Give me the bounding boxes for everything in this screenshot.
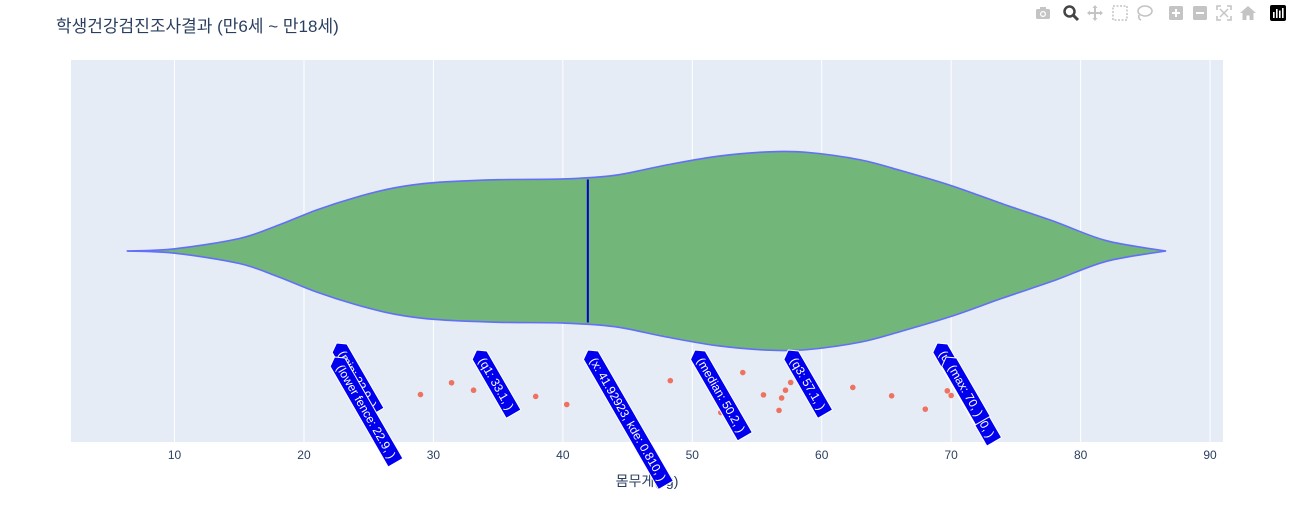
data-point-2 (470, 387, 477, 394)
x-tick-30: 30 (427, 448, 441, 462)
chart-title: 학생건강검진조사결과 (만6세 ~ 만18세) (56, 17, 339, 36)
hover-label-box (329, 356, 404, 468)
data-point-15 (888, 393, 895, 399)
data-point-4 (563, 401, 570, 408)
x-tick-60: 60 (815, 448, 829, 462)
x-tick-40: 40 (556, 448, 570, 462)
hover-label-box (783, 349, 834, 420)
zoom-icon[interactable] (1061, 3, 1081, 23)
data-point-5 (667, 377, 674, 384)
data-point-9 (760, 392, 767, 398)
hover-label-box (582, 349, 674, 491)
modebar (1036, 3, 1298, 23)
x-tick-10: 10 (168, 448, 182, 462)
hover-label-box (689, 349, 753, 442)
x-tick-20: 20 (297, 448, 311, 462)
data-point-18 (948, 392, 954, 399)
data-point-10 (776, 407, 782, 414)
x-tick-90: 90 (1203, 448, 1217, 462)
hover-label-box (941, 356, 991, 426)
x-tick-70: 70 (945, 448, 959, 462)
data-point-8 (739, 369, 746, 376)
autoscale-icon[interactable] (1214, 3, 1234, 23)
reset-axes-icon[interactable] (1238, 3, 1258, 23)
plotly-logo-icon[interactable] (1268, 3, 1288, 23)
data-point-17 (944, 388, 951, 394)
hover-label-box (471, 349, 522, 420)
data-point-1 (448, 379, 455, 386)
data-point-13 (787, 379, 794, 386)
lasso-select-icon[interactable] (1134, 3, 1154, 23)
pan-icon[interactable] (1085, 3, 1105, 23)
data-point-16 (922, 406, 929, 412)
box-select-icon[interactable] (1110, 3, 1130, 23)
violin-body[interactable] (126, 150, 1167, 352)
zoom-out-icon[interactable] (1190, 3, 1210, 23)
camera-icon[interactable] (1033, 3, 1053, 23)
x-tick-labels: 10 20 30 40 50 60 70 80 90 (168, 448, 1217, 462)
data-point-0 (417, 391, 424, 398)
x-tick-80: 80 (1074, 448, 1088, 462)
data-points (417, 369, 954, 416)
data-point-12 (782, 387, 789, 394)
zoom-in-icon[interactable] (1166, 3, 1186, 23)
data-point-3 (532, 393, 539, 400)
x-tick-50: 50 (686, 448, 700, 462)
data-point-14 (850, 384, 856, 391)
data-point-11 (778, 395, 785, 401)
